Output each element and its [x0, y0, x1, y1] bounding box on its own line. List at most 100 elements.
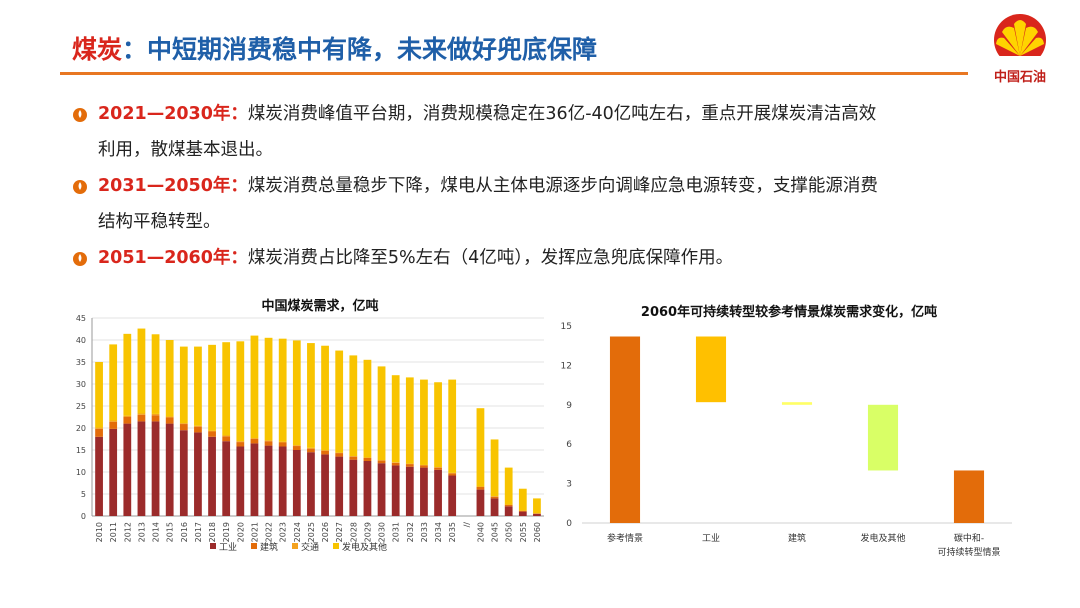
- bar-segment: [405, 464, 414, 467]
- bar-segment: [95, 362, 103, 428]
- y-tick-label: 30: [76, 380, 86, 389]
- bar-segment: [307, 452, 315, 516]
- x-tick-label: 2022: [265, 522, 274, 542]
- x-tick-label: 2014: [152, 522, 161, 542]
- legend-label: 发电及其他: [342, 541, 387, 553]
- category-label: 可持续转型情景: [937, 546, 1000, 558]
- bar-segment: [321, 454, 329, 516]
- bar-segment: [137, 328, 146, 414]
- chart-title: 2060年可持续转型较参考情景煤炭需求变化，亿吨: [641, 304, 937, 320]
- bar-segment: [518, 488, 527, 511]
- bar-segment: [137, 421, 146, 516]
- bullet-text: 煤炭消费占比降至5%左右（4亿吨），发挥应急兜底保障作用。: [247, 248, 734, 268]
- bar-segment: [377, 463, 386, 516]
- bar-segment: [476, 408, 485, 487]
- bar-segment: [391, 462, 400, 466]
- legend-swatch: [210, 543, 216, 549]
- x-tick-label: //: [462, 522, 471, 528]
- x-tick-label: 2032: [406, 522, 415, 542]
- y-tick-label: 25: [76, 402, 86, 411]
- bar-segment: [349, 355, 358, 457]
- flame-bullet-icon: [73, 108, 87, 122]
- bar-segment: [278, 441, 287, 443]
- x-tick-label: 2013: [137, 522, 146, 542]
- bullet-text-cont: 结构平稳转型。: [98, 212, 221, 232]
- bar-segment: [420, 379, 428, 465]
- bar-segment: [151, 334, 160, 414]
- bullet-text: 煤炭消费总量稳步下降，煤电从主体电源逐步向调峰应急电源转变，支撑能源消费: [247, 176, 878, 196]
- title-keyword: 煤炭: [72, 35, 123, 64]
- legend-label: 交通: [301, 541, 319, 553]
- logo-text: 中国石油: [993, 70, 1046, 85]
- x-tick-label: 2024: [293, 522, 302, 542]
- bar-segment: [363, 359, 372, 458]
- y-tick-label: 45: [76, 314, 86, 323]
- y-tick-label: 0: [81, 512, 86, 521]
- bar-segment: [109, 421, 118, 429]
- y-tick-label: 5: [81, 490, 86, 499]
- bar-segment: [448, 475, 457, 516]
- x-tick-label: 2034: [434, 522, 443, 542]
- bar-segment: [292, 450, 301, 516]
- bar-segment: [335, 453, 344, 457]
- bar-segment: [194, 425, 202, 427]
- waterfall-svg: 2060年可持续转型较参考情景煤炭需求变化，亿吨 0 3 6 9 12 15 参考情景 工业 建…: [561, 304, 1012, 558]
- bar-segment: [307, 343, 315, 448]
- legend-swatch: [251, 543, 257, 549]
- bar-segment: [490, 498, 499, 516]
- bar-segment: [321, 450, 329, 455]
- x-tick-label: 2012: [123, 522, 132, 542]
- bar-segment: [137, 414, 146, 422]
- bar-segment: [349, 456, 358, 460]
- x-tick-label: 2035: [448, 522, 457, 542]
- legend-label: 工业: [219, 542, 237, 553]
- bar-segment: [250, 438, 259, 439]
- bar-segment: [222, 342, 231, 436]
- bar-segment: [321, 450, 329, 451]
- bar-segment: [109, 420, 118, 422]
- bar-segment: [518, 511, 527, 516]
- bar-segment: [236, 441, 245, 443]
- bar-segment: [236, 341, 245, 442]
- bar-segment: [490, 439, 499, 497]
- category-label: 参考情景: [607, 532, 643, 544]
- category-label: 碳中和-: [954, 532, 984, 544]
- bullet-item: 2031—2050年：煤炭消费总量稳步下降，煤电从主体电源逐步向调峰应急电源转变…: [72, 168, 1012, 240]
- page-title: 煤炭：中短期消费稳中有降，未来做好兜底保障: [72, 30, 597, 66]
- x-tick-label: 2010: [95, 522, 104, 542]
- waterfall-bar: [781, 402, 813, 405]
- bar-segment: [264, 440, 273, 442]
- waterfall-bar: [867, 404, 899, 471]
- bar-segment: [321, 345, 329, 450]
- bar-segment: [123, 333, 132, 416]
- y-tick-label: 10: [76, 468, 86, 477]
- bar-segment: [123, 417, 132, 424]
- bar-segment: [194, 432, 202, 516]
- bar-segment: [179, 430, 188, 516]
- x-tick-label: 2018: [208, 522, 217, 542]
- x-tick-label: 2015: [166, 522, 175, 542]
- bar-segment: [137, 413, 146, 415]
- bullet-item: 2021—2030年：煤炭消费峰值平台期，消费规模稳定在36亿-40亿吨左右，重…: [72, 96, 1012, 168]
- y-tick-label: 12: [561, 361, 572, 371]
- y-tick-label: 35: [76, 358, 86, 367]
- x-tick-label: 2060: [533, 522, 542, 542]
- legend-swatch: [333, 543, 339, 549]
- bullet-item: 2051—2060年：煤炭消费占比降至5%左右（4亿吨），发挥应急兜底保障作用。: [72, 240, 1012, 276]
- bar-segment: [292, 445, 301, 447]
- x-tick-label: 2028: [349, 522, 358, 542]
- cnpc-logo: 中国石油: [984, 12, 1056, 92]
- bar-segment: [278, 338, 287, 442]
- bar-segment: [95, 428, 103, 437]
- bar-segment: [208, 344, 216, 431]
- x-tick-label: 2031: [392, 522, 401, 542]
- bar-segment: [208, 436, 216, 516]
- bar-segment: [222, 436, 231, 442]
- x-tick-label: 2021: [250, 522, 259, 542]
- bar-segment: [264, 445, 273, 516]
- bullet-text-cont: 利用，散煤基本退出。: [98, 140, 273, 160]
- waterfall-bar: [609, 336, 641, 523]
- bar-segment: [208, 430, 216, 432]
- bar-segment: [391, 465, 400, 516]
- bar-segment: [250, 443, 259, 516]
